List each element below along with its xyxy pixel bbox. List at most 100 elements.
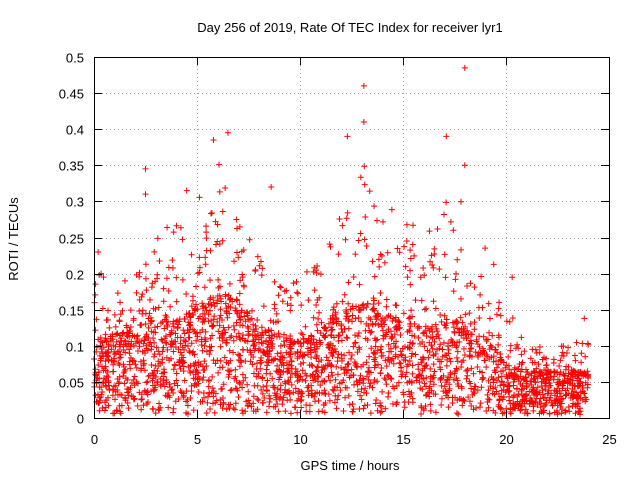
data-point (329, 386, 336, 393)
data-point (345, 360, 352, 367)
data-point (441, 321, 448, 328)
data-point (155, 348, 162, 355)
data-point (558, 410, 565, 417)
data-point (407, 320, 414, 327)
data-point (437, 341, 444, 348)
data-point (442, 322, 449, 329)
data-point (183, 290, 190, 297)
data-point (357, 174, 364, 181)
data-point (147, 314, 154, 321)
data-point (254, 331, 261, 338)
data-point (513, 373, 520, 380)
data-point (372, 400, 379, 407)
data-point (270, 319, 277, 326)
data-point (273, 390, 280, 397)
data-point (186, 321, 193, 328)
data-point (134, 332, 141, 339)
data-point (163, 275, 170, 282)
data-point (154, 379, 161, 386)
data-point (427, 407, 434, 414)
data-point (329, 347, 336, 354)
data-point (398, 351, 405, 358)
data-point (226, 280, 233, 287)
data-point (149, 370, 156, 377)
data-point (253, 360, 260, 367)
data-point (509, 274, 516, 281)
data-point (443, 362, 450, 369)
data-point (570, 400, 577, 407)
data-point (172, 330, 179, 337)
data-point (165, 318, 172, 325)
data-point (274, 362, 281, 369)
data-point (222, 339, 229, 346)
data-point (149, 375, 156, 382)
data-point (131, 373, 138, 380)
data-point (401, 243, 408, 250)
data-point (193, 301, 200, 308)
data-point (342, 394, 349, 401)
data-point (581, 315, 588, 322)
data-point (282, 380, 289, 387)
data-point (228, 386, 235, 393)
data-point (432, 409, 439, 416)
data-point (409, 341, 416, 348)
data-point (430, 361, 437, 368)
data-point (310, 314, 317, 321)
data-point (518, 403, 525, 410)
data-point (361, 236, 368, 243)
data-point (470, 370, 477, 377)
data-point (97, 342, 104, 349)
data-point (478, 273, 485, 280)
data-point (148, 318, 155, 325)
data-point (579, 340, 586, 347)
data-point (342, 315, 349, 322)
data-point (230, 349, 237, 356)
data-point (151, 324, 158, 331)
data-point (571, 382, 578, 389)
data-point (266, 403, 273, 410)
data-point (392, 302, 399, 309)
data-point (303, 408, 310, 415)
data-point (170, 323, 177, 330)
data-point (483, 351, 490, 358)
data-point (156, 258, 163, 265)
y-tick-label: 0.3 (66, 195, 84, 210)
data-point (349, 318, 356, 325)
data-point (333, 300, 340, 307)
data-point (199, 319, 206, 326)
data-point (160, 298, 167, 305)
data-point (259, 390, 266, 397)
data-point (122, 395, 129, 402)
data-point (444, 356, 451, 363)
data-point (175, 346, 182, 353)
data-point (383, 329, 390, 336)
data-point (409, 241, 416, 248)
data-point (298, 302, 305, 309)
data-point (423, 333, 430, 340)
data-point (395, 379, 402, 386)
data-point (366, 188, 373, 195)
data-point (557, 357, 564, 364)
data-point (219, 237, 226, 244)
data-point (169, 320, 176, 327)
data-point (538, 369, 545, 376)
data-point (581, 369, 588, 376)
data-point (314, 389, 321, 396)
data-point (133, 289, 140, 296)
data-point (344, 361, 351, 368)
data-point (205, 383, 212, 390)
data-point (349, 305, 356, 312)
data-point (434, 226, 441, 233)
data-point (505, 372, 512, 379)
data-point (233, 319, 240, 326)
data-point (385, 390, 392, 397)
data-point (514, 341, 521, 348)
data-point (203, 223, 210, 230)
data-point (396, 359, 403, 366)
data-point (128, 380, 135, 387)
data-point (295, 390, 302, 397)
data-point (277, 382, 284, 389)
data-point (210, 299, 217, 306)
data-point (239, 274, 246, 281)
data-point (100, 367, 107, 374)
